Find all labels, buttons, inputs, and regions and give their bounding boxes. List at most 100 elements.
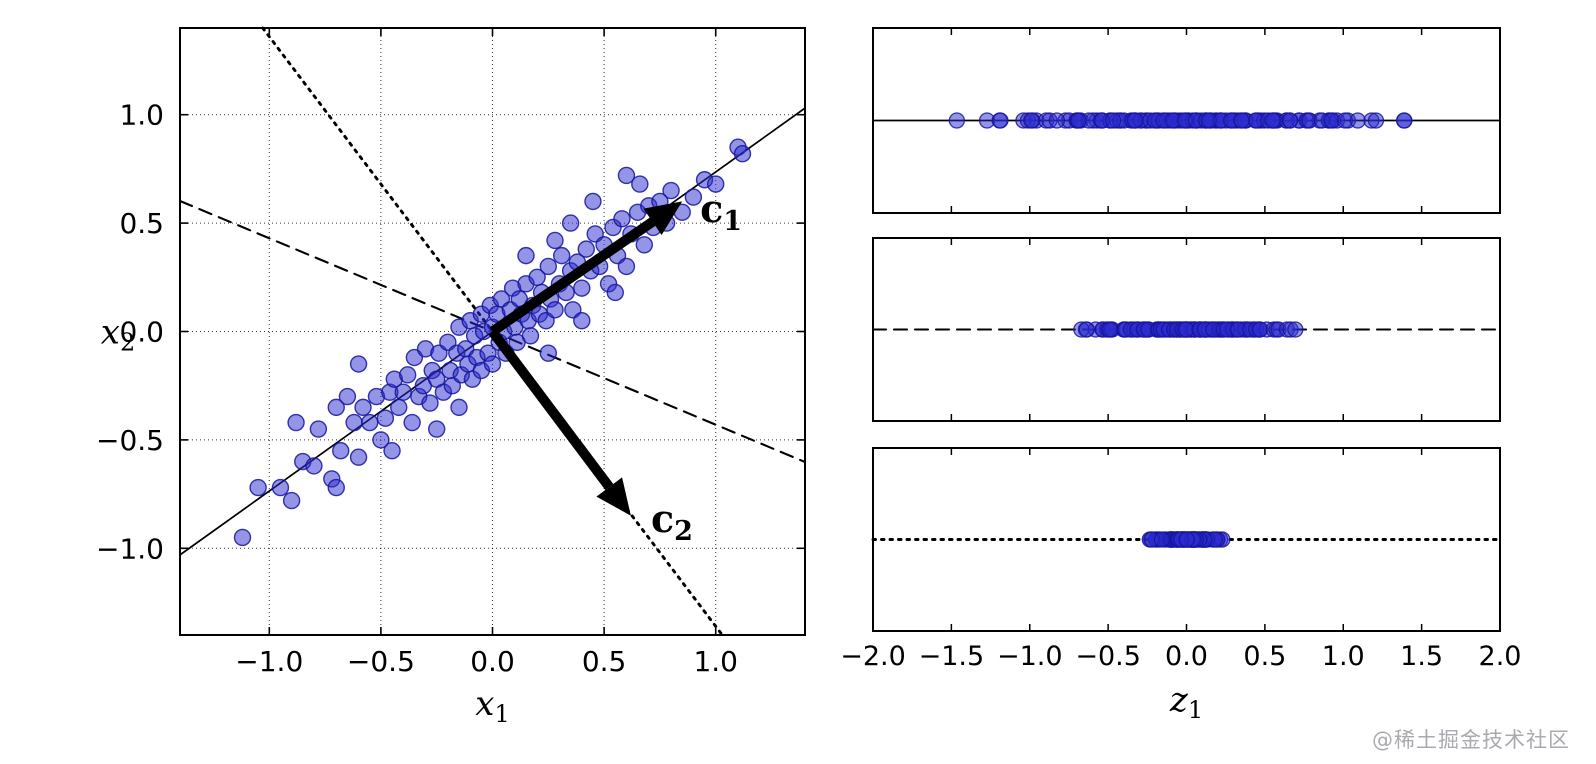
scatter-point [332, 442, 350, 460]
projected-point [1023, 112, 1040, 129]
projection-onto-c2 [871, 447, 1502, 632]
c1-arrow-shaft [489, 217, 656, 336]
scatter-point [546, 231, 564, 250]
strip-x-tick-label: −1.0 [997, 641, 1063, 672]
c2-arrow-head [596, 477, 631, 516]
projected-point [1177, 321, 1195, 338]
scatter-point [305, 457, 323, 475]
scatter-point [233, 528, 252, 547]
scatter-point [349, 355, 368, 373]
y-tick-label: −0.5 [96, 424, 164, 457]
projection-strip-plots: −2.0 −1.5 −1.0 −0.5 0.0 0.5 1.0 1.5 2.0 z1 [840, 27, 1521, 724]
scatter-point [617, 166, 636, 185]
scatter-point [573, 311, 591, 330]
projected-point [1287, 321, 1304, 338]
projected-point [1178, 531, 1195, 548]
left-scatter-plot: c1 c2 −1.0 −0.5 0.0 0.5 1.0 1.0 0.5 0.0 −0.5 −1.0 x1… [96, 26, 807, 728]
c1-arrow-head [643, 201, 683, 235]
c1-arrow [489, 201, 683, 336]
projected-point [1349, 112, 1366, 129]
projected-point [948, 112, 965, 129]
x-axis-label: x1 [475, 684, 509, 728]
projected-point [1367, 112, 1385, 129]
x-tick-label: −0.5 [347, 645, 415, 678]
scatter-point [662, 181, 680, 200]
scatter-point [584, 192, 602, 211]
x-tick-label: 0.5 [582, 645, 627, 678]
scatter-point [354, 398, 372, 417]
scatter-point [427, 420, 446, 438]
c2-arrow-label: c2 [651, 496, 693, 547]
scatter-point [733, 145, 752, 163]
left-ticks: −1.0 −0.5 0.0 0.5 1.0 1.0 0.5 0.0 −0.5 −1.0 [96, 28, 805, 678]
scatter-point [561, 214, 580, 232]
projected-point [1105, 112, 1122, 129]
projected-point [1200, 112, 1217, 129]
projected-point [1153, 531, 1170, 548]
x-tick-label: −1.0 [235, 645, 303, 678]
pc2-axis-line [261, 26, 724, 637]
scatter-point [552, 246, 571, 265]
y-tick-label: 0.0 [119, 316, 164, 349]
scatter-point [249, 478, 267, 497]
projected-point [1048, 112, 1066, 129]
strip-x-tick-label: 2.0 [1479, 641, 1522, 672]
strip-x-tick-label: −0.5 [1075, 641, 1141, 672]
scatter-point [327, 478, 345, 497]
strip-x-tick-label: 0.0 [1165, 641, 1208, 672]
x-tick-label: 1.0 [693, 645, 738, 678]
projected-point [1126, 112, 1144, 129]
scatter-point [327, 398, 345, 417]
strip-x-tick-labels: −2.0 −1.5 −1.0 −0.5 0.0 0.5 1.0 1.5 2.0 [840, 641, 1521, 672]
projected-point [1323, 112, 1340, 129]
strip-x-tick-label: 0.5 [1243, 641, 1286, 672]
projected-point [1070, 112, 1087, 129]
scatter-point [539, 344, 558, 362]
scatter-point [707, 175, 725, 193]
c1-arrow-label: c1 [700, 186, 742, 237]
projected-point [1281, 112, 1299, 129]
scatter-point [398, 366, 417, 384]
strip-x-tick-label: 1.5 [1400, 641, 1443, 672]
strip-x-tick-label: −1.5 [919, 641, 985, 672]
projected-point [1395, 112, 1413, 129]
scatter-point [383, 442, 401, 460]
strip-x-tick-label: 1.0 [1322, 641, 1365, 672]
scatter-point [539, 257, 558, 276]
projected-point [1078, 321, 1095, 338]
y-tick-label: −1.0 [96, 532, 164, 565]
scatter-point [521, 327, 540, 345]
scatter-point [613, 210, 631, 228]
scatter-point [635, 236, 653, 254]
x-tick-label: 0.0 [470, 645, 515, 678]
projection-onto-c1-points [948, 112, 1413, 129]
projected-point [1264, 112, 1281, 129]
scatter-point [345, 413, 363, 432]
projection-onto-dashed-axis-points [1073, 321, 1304, 338]
scatter-point [309, 420, 328, 438]
scatter-point [517, 246, 535, 265]
c2-arrow-shaft [488, 328, 614, 490]
projected-point [992, 112, 1009, 129]
scatter-point [546, 301, 564, 319]
strip-x-tick-label: −2.0 [840, 641, 906, 672]
y-axis-label: x2 [101, 313, 135, 357]
scatter-point [390, 398, 408, 417]
y-tick-label: 0.5 [119, 207, 164, 240]
strip-x-axis-label: z1 [1169, 680, 1203, 724]
scatter-point [631, 175, 649, 193]
projected-point [1233, 112, 1250, 129]
c2-arrow [488, 328, 631, 516]
scatter-point [287, 413, 305, 432]
scatter-point [450, 398, 468, 417]
scatter-point [376, 409, 395, 427]
projection-onto-c2-points [1141, 531, 1231, 548]
projected-point [1252, 321, 1269, 338]
projection-onto-c1 [872, 27, 1501, 214]
scatter-point [617, 257, 636, 276]
scatter-point [361, 413, 379, 432]
scatter-point [684, 188, 703, 206]
scatter-point [483, 355, 502, 373]
